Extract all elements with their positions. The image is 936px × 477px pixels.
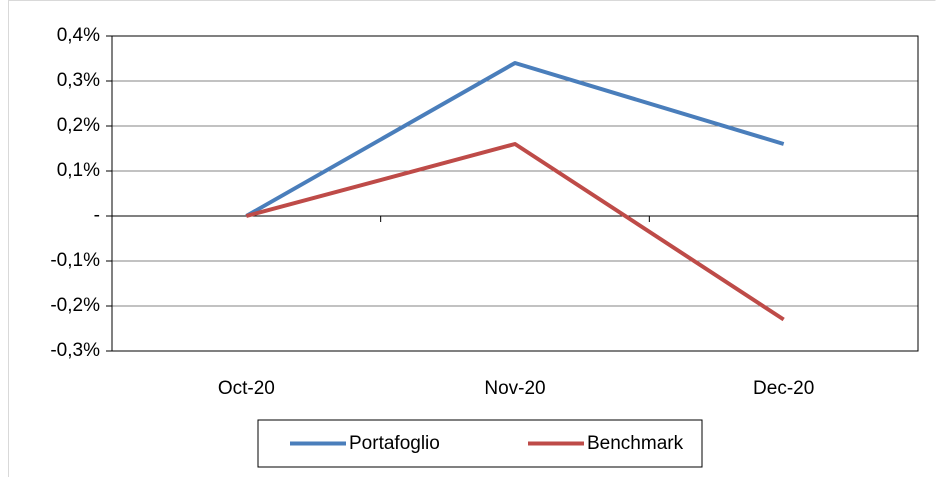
y-tick-label: 0,3% — [57, 70, 100, 91]
x-tick-label: Nov-20 — [484, 378, 545, 399]
y-tick-label: - — [94, 205, 100, 226]
legend-label: Portafoglio — [349, 433, 440, 454]
chart-border — [8, 0, 936, 477]
plot-area — [111, 35, 919, 352]
y-tick-label: -0,3% — [50, 340, 100, 361]
series-line — [245, 61, 785, 218]
x-tick-label: Dec-20 — [753, 378, 814, 399]
y-tick-label: 0,1% — [57, 160, 100, 181]
x-tick-label: Oct-20 — [218, 378, 275, 399]
series-line — [245, 142, 785, 322]
y-tick-label: -0,2% — [50, 295, 100, 316]
y-tick-label: 0,2% — [57, 115, 100, 136]
y-tick-label: 0,4% — [57, 25, 100, 46]
legend-label: Benchmark — [587, 433, 684, 454]
y-tick-label: -0,1% — [50, 250, 100, 271]
